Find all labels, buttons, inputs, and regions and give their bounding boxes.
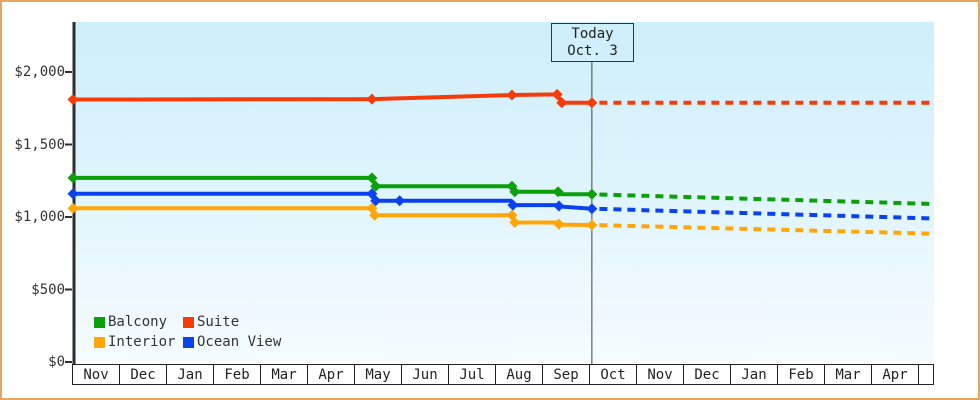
month-cell: Dec [684, 365, 731, 384]
legend-swatch-ocean-view [183, 336, 194, 348]
series-suite-point [551, 88, 563, 100]
month-cell: Sep [543, 365, 590, 384]
series-interior-point [67, 202, 79, 214]
legend-item-label: Suite [197, 314, 240, 330]
legend-item-label: Interior [108, 334, 176, 350]
series-interior-point [553, 218, 565, 230]
series-ocean-view-point [553, 200, 565, 212]
today-label: Today [571, 25, 614, 42]
legend-item-label: Ocean View [197, 334, 282, 350]
series-ocean-view-point [586, 203, 598, 215]
month-cell: Feb [778, 365, 825, 384]
legend-item-ocean-view: Ocean View [183, 334, 281, 350]
legend-item-balcony: Balcony [94, 314, 183, 330]
y-axis-label: $1,500 [14, 136, 65, 153]
series-interior-point [586, 219, 598, 231]
month-cell: Aug [496, 365, 543, 384]
month-cell: Dec [120, 365, 167, 384]
legend-item-suite: Suite [183, 314, 272, 330]
series-ocean-view-point [370, 195, 382, 207]
series-ocean-view-point [394, 195, 406, 207]
month-cell-empty [919, 365, 933, 384]
month-cell: Jun [402, 365, 449, 384]
series-interior-point [509, 217, 521, 229]
series-ocean-view-point [67, 188, 79, 200]
today-date: Oct. 3 [567, 42, 618, 59]
chart-legend: Balcony Suite Interior Ocean View [94, 312, 281, 352]
month-cell: Jul [449, 365, 496, 384]
series-ocean-view-forecast-dashed [599, 206, 934, 221]
series-suite-point [67, 94, 79, 106]
month-cell: Oct [590, 365, 637, 384]
month-cell: May [355, 365, 402, 384]
month-cell: Apr [872, 365, 919, 384]
month-cell: Mar [825, 365, 872, 384]
series-suite-point [586, 97, 598, 109]
legend-row: Interior Ocean View [94, 332, 281, 352]
x-axis-month-row: Nov Dec Jan Feb Mar Apr May Jun Jul Aug Sep Oct Nov D… [72, 364, 934, 385]
y-axis-label: $1,000 [14, 209, 65, 225]
legend-swatch-interior [94, 336, 105, 348]
series-balcony-point [366, 172, 378, 184]
y-axis-label: $2,000 [14, 64, 65, 80]
month-cell: Nov [73, 365, 120, 384]
series-suite-point [366, 93, 378, 105]
series-suite-point [506, 89, 518, 101]
series-interior-forecast-dashed [599, 223, 934, 236]
legend-swatch-suite [183, 316, 194, 328]
legend-swatch-balcony [94, 316, 105, 328]
series-balcony-point [509, 186, 521, 198]
legend-item-interior: Interior [94, 334, 183, 350]
month-cell: Jan [167, 365, 214, 384]
today-marker-box: Today Oct. 3 [551, 23, 634, 62]
series-balcony-point [586, 188, 598, 200]
series-balcony-point [552, 186, 564, 198]
legend-item-label: Balcony [108, 314, 168, 330]
series-balcony-point [67, 172, 79, 184]
month-cell: Apr [308, 365, 355, 384]
series-ocean-view-point [507, 199, 519, 211]
legend-row: Balcony Suite [94, 312, 272, 332]
series-interior-point [369, 209, 381, 221]
month-cell: Mar [261, 365, 308, 384]
month-cell: Jan [731, 365, 778, 384]
series-balcony-forecast-dashed [599, 192, 934, 206]
series-balcony-point [370, 180, 382, 192]
series-suite-point [556, 97, 568, 109]
y-axis-label: $0 [48, 354, 65, 370]
month-cell: Nov [637, 365, 684, 384]
month-cell: Feb [214, 365, 261, 384]
y-axis-label: $500 [31, 281, 65, 298]
